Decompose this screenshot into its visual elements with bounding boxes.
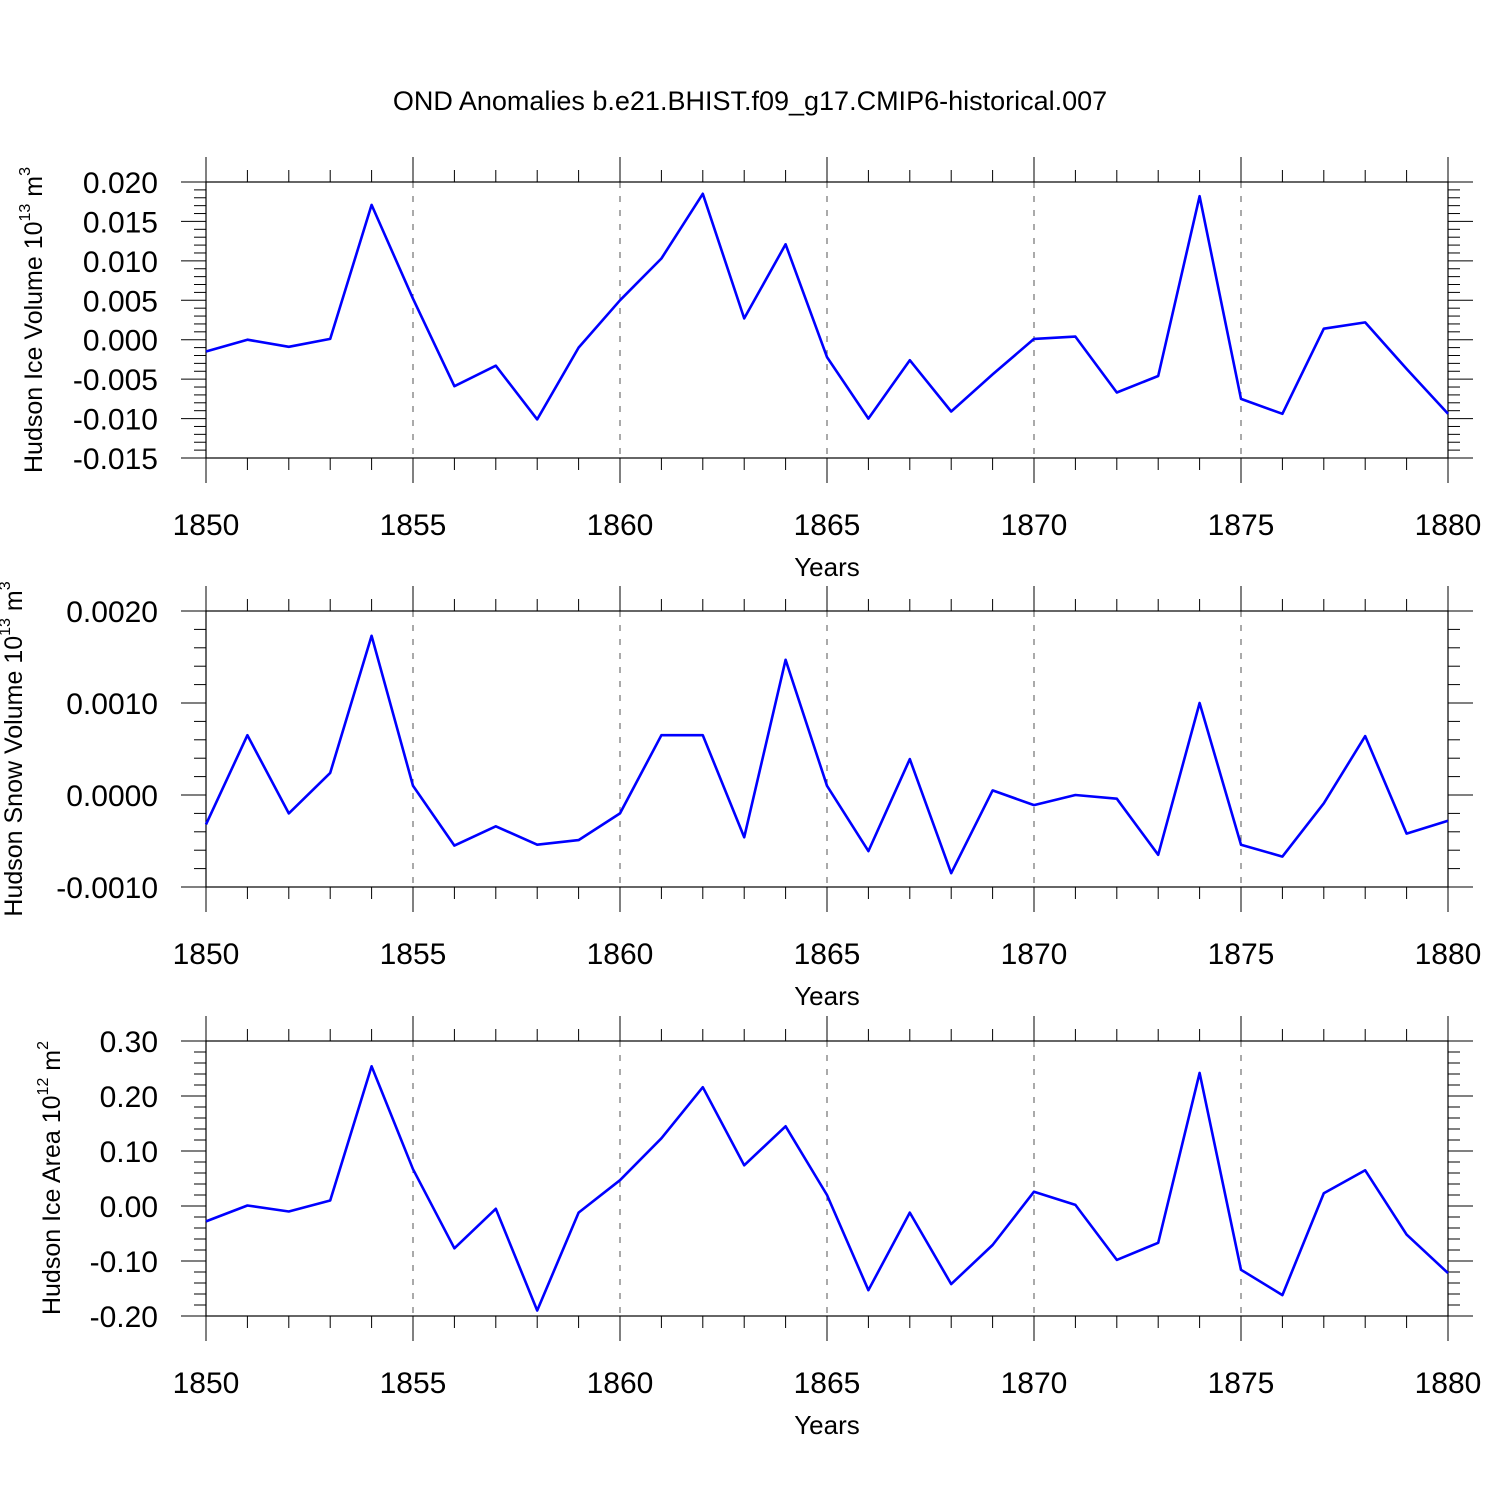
y-tick-label: 0.0010 (66, 688, 158, 721)
plot-frame (205, 610, 1449, 888)
y-tick-label: 0.00 (100, 1191, 158, 1224)
x-tick-label: 1855 (380, 1367, 447, 1400)
y-tick-label: 0.000 (83, 325, 158, 358)
x-tick-label: 1855 (380, 509, 447, 542)
x-tick-label: 1870 (1001, 938, 1068, 971)
figure-title: OND Anomalies b.e21.BHIST.f09_g17.CMIP6-… (393, 86, 1107, 116)
x-tick-label: 1880 (1415, 509, 1482, 542)
y-axis-label: Hudson Ice Volume 1013 m3 (17, 167, 48, 473)
y-tick-label: 0.10 (100, 1136, 158, 1169)
x-tick-label: 1865 (794, 938, 861, 971)
x-tick-label: 1880 (1415, 938, 1482, 971)
y-tick-label: -0.20 (90, 1301, 158, 1334)
y-tick-label: -0.10 (90, 1246, 158, 1279)
y-tick-label: 0.0020 (66, 596, 158, 629)
x-tick-label: 1860 (587, 1367, 654, 1400)
x-tick-label: 1875 (1208, 509, 1275, 542)
y-tick-label: 0.20 (100, 1081, 158, 1114)
plot-frame (205, 181, 1449, 459)
series-line (205, 1065, 1449, 1312)
panel-ice-area: -0.20 -0.10 0.00 0.10 0.20 0.30 1850 1855 1860 1… (35, 1016, 1481, 1440)
y-tick-label: 0.010 (83, 246, 158, 279)
x-tick-label: 1850 (173, 1367, 240, 1400)
x-tick-label: 1875 (1208, 938, 1275, 971)
x-tick-label: 1860 (587, 509, 654, 542)
x-axis-label: Years (794, 981, 860, 1011)
x-tick-label: 1860 (587, 938, 654, 971)
panel-snow-volume: -0.0010 0.0000 0.0010 0.0020 1850 1855 1860 18… (0, 581, 1481, 1011)
plot-frame (205, 1040, 1449, 1317)
series-line (205, 192, 1449, 421)
x-axis-label: Years (794, 552, 860, 582)
y-tick-label: -0.005 (73, 364, 158, 397)
x-axis-label: Years (794, 1410, 860, 1440)
x-tick-label: 1880 (1415, 1367, 1482, 1400)
series-line (204, 634, 1449, 875)
y-tick-label: -0.010 (73, 404, 158, 437)
y-tick-label: 0.0000 (66, 780, 158, 813)
x-tick-label: 1865 (794, 1367, 861, 1400)
x-tick-label: 1870 (1001, 509, 1068, 542)
x-tick-label: 1865 (794, 509, 861, 542)
y-axis-label: Hudson Ice Area 1012 m2 (35, 1041, 66, 1315)
y-tick-label: -0.0010 (56, 872, 158, 905)
y-tick-label: -0.015 (73, 443, 158, 476)
x-tick-label: 1855 (380, 938, 447, 971)
y-tick-label: 0.005 (83, 285, 158, 318)
x-tick-label: 1850 (173, 509, 240, 542)
panel-ice-volume: -0.015 -0.010 -0.005 0.000 0.005 0.010 0.015 0.… (17, 157, 1481, 582)
y-axis-label: Hudson Snow Volume 1013 m3 (0, 581, 28, 916)
y-tick-label: 0.020 (83, 167, 158, 200)
x-tick-label: 1850 (173, 938, 240, 971)
y-tick-label: 0.30 (100, 1026, 158, 1059)
x-tick-label: 1870 (1001, 1367, 1068, 1400)
y-tick-label: 0.015 (83, 206, 158, 239)
x-tick-label: 1875 (1208, 1367, 1275, 1400)
